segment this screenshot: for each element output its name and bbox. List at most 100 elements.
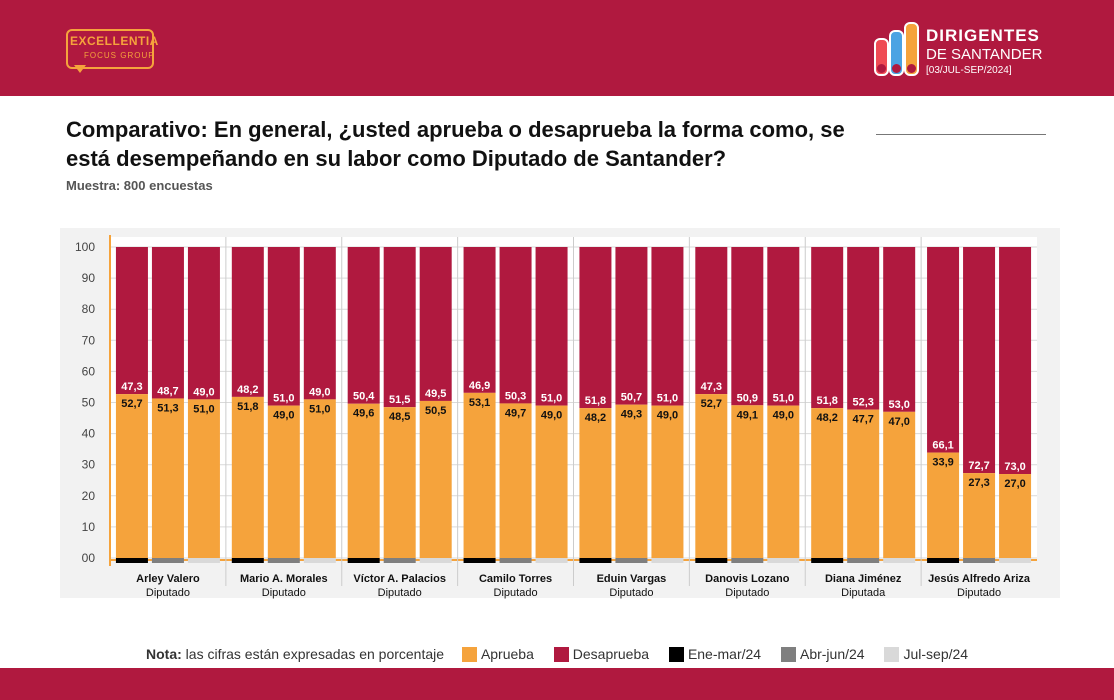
- x-category-role: Diputado: [725, 587, 769, 599]
- bar-desaprueba: [187, 247, 220, 400]
- bar-aprueba: [883, 411, 916, 558]
- data-label-aprueba: 49,3: [621, 409, 642, 421]
- data-label-desaprueba: 47,3: [121, 381, 142, 393]
- x-category-label: Diana Jiménez: [825, 573, 902, 585]
- data-label-desaprueba: 47,3: [701, 381, 722, 393]
- period-marker: [463, 558, 496, 563]
- bar-aprueba: [463, 392, 496, 558]
- excellentia-logo: EXCELLENTIA FOCUS GROUP: [66, 29, 158, 73]
- data-label-desaprueba: 46,9: [469, 380, 490, 392]
- bar-aprueba: [999, 474, 1032, 558]
- x-category-label: Danovis Lozano: [705, 573, 790, 585]
- data-label-desaprueba: 72,7: [968, 460, 989, 472]
- data-label-desaprueba: 51,8: [816, 395, 837, 407]
- bar-desaprueba: [383, 247, 416, 408]
- bar-aprueba: [963, 473, 996, 558]
- bar-desaprueba: [499, 247, 532, 404]
- bar-aprueba: [267, 405, 300, 558]
- bar-desaprueba: [267, 247, 300, 406]
- bar-aprueba: [767, 405, 800, 558]
- period-marker: [767, 558, 800, 563]
- period-marker: [151, 558, 184, 563]
- bar-aprueba: [847, 409, 880, 558]
- bar-desaprueba: [115, 247, 148, 395]
- legend-swatch-aprueba: [461, 646, 477, 662]
- period-marker: [303, 558, 336, 563]
- legend-swatch-abr-jun: [780, 646, 796, 662]
- bar-desaprueba: [347, 247, 380, 404]
- legend-label-jul-sep: Jul-sep/24: [903, 646, 969, 663]
- bar-aprueba: [535, 405, 568, 558]
- legend-label-desaprueba: Desaprueba: [572, 646, 650, 663]
- x-category-label: Eduin Vargas: [597, 573, 667, 585]
- legend-label-aprueba: Aprueba: [480, 646, 534, 663]
- period-marker: [927, 558, 960, 563]
- bar-aprueba: [231, 396, 264, 558]
- y-tick-label: 40: [82, 427, 96, 441]
- bar-desaprueba: [767, 247, 800, 406]
- period-marker: [187, 558, 220, 563]
- x-category-role: Diputado: [378, 587, 422, 599]
- bar-desaprueba: [847, 247, 880, 410]
- period-marker: [731, 558, 764, 563]
- bar-desaprueba: [151, 247, 184, 399]
- pill-icon: [904, 22, 919, 76]
- title-rule: [876, 134, 1046, 135]
- period-marker: [499, 558, 532, 563]
- data-label-aprueba: 51,3: [157, 402, 178, 414]
- data-label-aprueba: 49,1: [737, 409, 758, 421]
- bar-aprueba: [383, 407, 416, 558]
- legend-note-text: las cifras están expresadas en porcentaj…: [185, 646, 445, 663]
- period-marker: [419, 558, 452, 563]
- bar-desaprueba: [927, 247, 960, 453]
- data-label-desaprueba: 50,3: [505, 390, 526, 402]
- data-label-desaprueba: 51,0: [657, 393, 678, 405]
- data-label-aprueba: 51,8: [237, 401, 258, 413]
- x-category-label: Arley Valero: [136, 573, 200, 585]
- data-label-aprueba: 53,1: [469, 397, 490, 409]
- period-marker: [383, 558, 416, 563]
- bar-aprueba: [695, 394, 728, 558]
- bar-desaprueba: [231, 247, 264, 397]
- logo-right-line3: [03/JUL-SEP/2024]: [926, 65, 1012, 76]
- bar-desaprueba: [963, 247, 996, 474]
- y-tick-label: 10: [82, 520, 96, 534]
- data-label-aprueba: 27,0: [1004, 478, 1025, 490]
- data-label-aprueba: 49,0: [273, 410, 294, 422]
- x-category-label: Camilo Torres: [479, 573, 552, 585]
- data-label-desaprueba: 51,0: [773, 393, 794, 405]
- y-tick-label: 20: [82, 489, 96, 503]
- bar-desaprueba: [811, 247, 844, 409]
- data-label-aprueba: 27,3: [968, 477, 989, 489]
- bar-desaprueba: [463, 247, 496, 393]
- logo-right-line1: DIRIGENTES: [926, 26, 1040, 45]
- logo-left-line2: FOCUS GROUP: [84, 51, 155, 60]
- legend-label-abr-jun: Abr-jun/24: [799, 646, 865, 663]
- legend-label-ene-mar: Ene-mar/24: [687, 646, 762, 663]
- bar-aprueba: [579, 408, 612, 558]
- y-tick-label: 00: [82, 551, 96, 565]
- data-label-aprueba: 51,0: [193, 403, 214, 415]
- data-label-desaprueba: 49,0: [309, 386, 330, 398]
- bar-aprueba: [811, 408, 844, 558]
- data-label-aprueba: 47,0: [888, 416, 909, 428]
- period-marker: [999, 558, 1032, 563]
- data-label-desaprueba: 53,0: [888, 399, 909, 411]
- period-marker: [651, 558, 684, 563]
- bar-aprueba: [187, 399, 220, 558]
- data-label-desaprueba: 52,3: [852, 397, 873, 409]
- period-marker: [883, 558, 916, 563]
- sample-size: Muestra: 800 encuestas: [66, 178, 213, 193]
- dirigentes-logo: DIRIGENTES DE SANTANDER [03/JUL-SEP/2024…: [872, 22, 1062, 82]
- period-marker: [811, 558, 844, 563]
- x-category-label: Víctor A. Palacios: [353, 573, 446, 585]
- y-tick-label: 70: [82, 333, 96, 347]
- period-marker: [267, 558, 300, 563]
- period-marker: [963, 558, 996, 563]
- period-marker: [347, 558, 380, 563]
- header-bar: [0, 0, 1114, 96]
- data-label-desaprueba: 48,7: [157, 385, 178, 397]
- bar-desaprueba: [419, 247, 452, 401]
- bar-desaprueba: [535, 247, 568, 406]
- pill-icon: [889, 30, 904, 76]
